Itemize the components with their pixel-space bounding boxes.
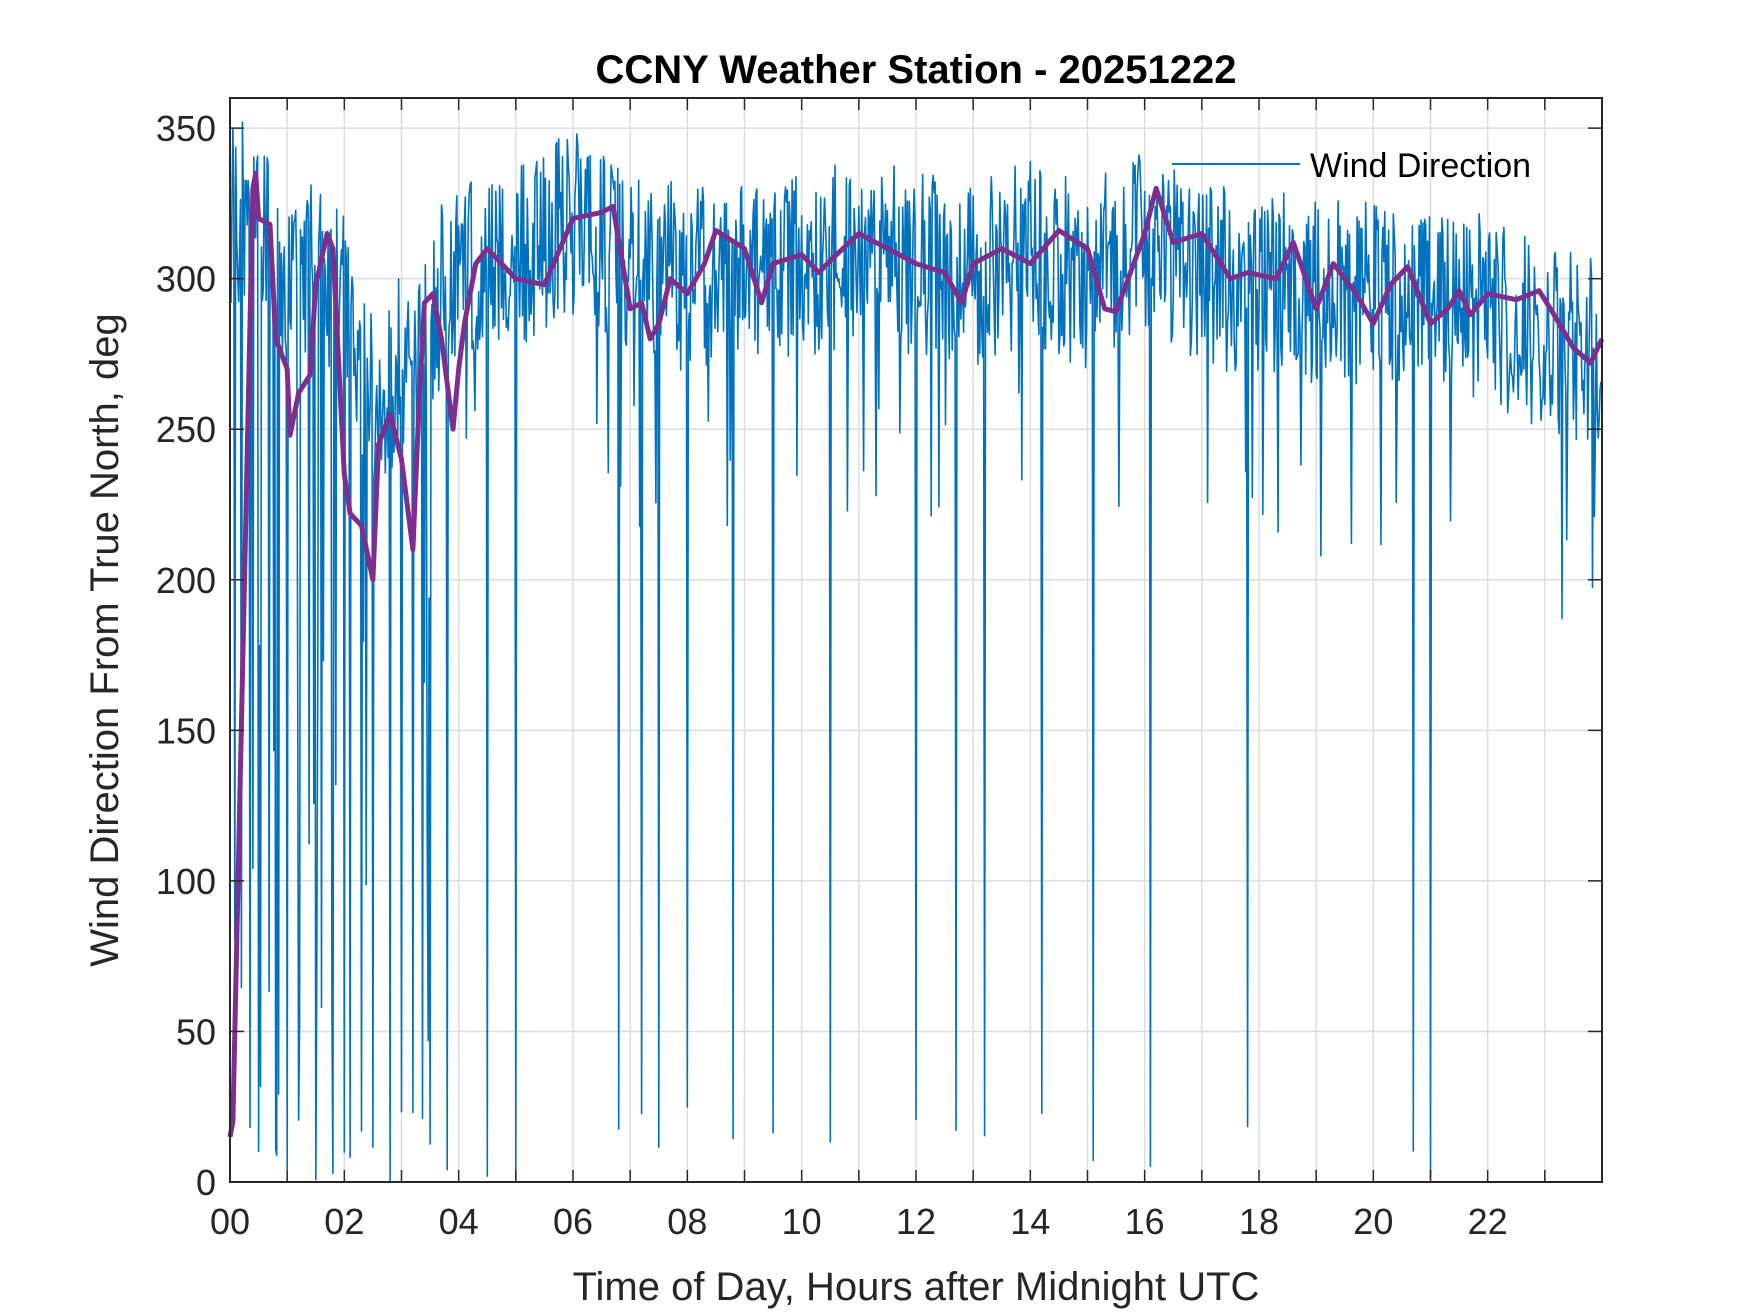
x-tick-label: 16	[1125, 1201, 1165, 1242]
x-tick-label: 00	[210, 1201, 250, 1242]
y-tick-label: 100	[156, 861, 216, 902]
legend-entry-wind-direction: Wind Direction	[1310, 147, 1531, 185]
y-axis-label: Wind Direction From True North, deg	[83, 313, 127, 967]
y-tick-label: 0	[196, 1162, 216, 1203]
x-tick-label: 20	[1353, 1201, 1393, 1242]
chart-title: CCNY Weather Station - 20251222	[596, 48, 1237, 92]
axis-ticks	[229, 98, 1603, 1183]
smoothed-series-line	[227, 170, 1605, 1138]
y-tick-label: 50	[176, 1011, 216, 1052]
x-tick-label: 08	[667, 1201, 707, 1242]
x-tick-label: 10	[782, 1201, 822, 1242]
x-tick-label: 18	[1239, 1201, 1279, 1242]
y-tick-label: 250	[156, 409, 216, 450]
y-tick-labels: 0 50 100 150 200 250 300 350	[156, 108, 216, 1203]
y-tick-label: 150	[156, 710, 216, 751]
x-tick-label: 22	[1468, 1201, 1508, 1242]
y-tick-label: 200	[156, 560, 216, 601]
x-tick-labels: 00 02 04 06 08 10 12 14 16 18 20 22	[210, 1201, 1508, 1242]
legend: Wind Direction	[1172, 147, 1531, 185]
x-tick-label: 06	[553, 1201, 593, 1242]
x-axis-label: Time of Day, Hours after Midnight UTC	[573, 1265, 1260, 1309]
x-tick-label: 14	[1010, 1201, 1050, 1242]
y-tick-label: 350	[156, 108, 216, 149]
smoothed-wind-direction-series	[227, 170, 1605, 1138]
x-tick-label: 04	[439, 1201, 479, 1242]
y-tick-label: 300	[156, 259, 216, 300]
x-tick-label: 12	[896, 1201, 936, 1242]
x-tick-label: 02	[324, 1201, 364, 1242]
